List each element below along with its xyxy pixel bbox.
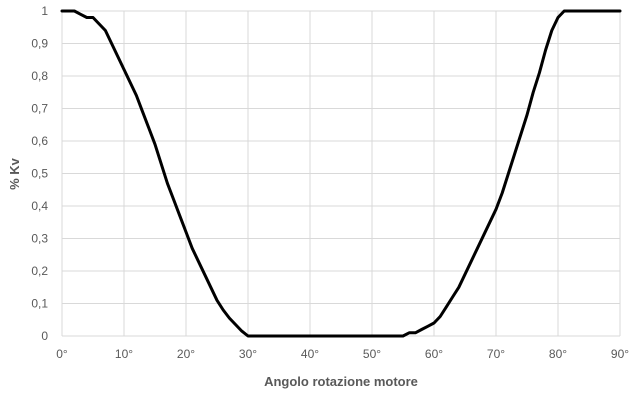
gridlines — [61, 10, 621, 337]
y-tick-label: 0,1 — [31, 297, 48, 311]
y-tick-label: 0,5 — [31, 167, 48, 181]
x-tick-label: 60° — [425, 347, 443, 361]
y-tick-label: 0,2 — [31, 264, 48, 278]
x-axis-title: Angolo rotazione motore — [264, 374, 418, 389]
y-tick-label: 0,8 — [31, 69, 48, 83]
y-tick-label: 0,7 — [31, 102, 48, 116]
y-tick-label: 0,4 — [31, 199, 48, 213]
y-tick-label: 0 — [41, 329, 48, 343]
x-tick-label: 90° — [611, 347, 629, 361]
series-layer — [60, 9, 622, 338]
series-line — [60, 9, 622, 338]
x-tick-label: 0° — [56, 347, 68, 361]
x-tick-label: 20° — [177, 347, 195, 361]
y-tick-label: 1 — [41, 4, 48, 18]
y-tick-label: 0,6 — [31, 134, 48, 148]
y-axis-title: % Kv — [7, 157, 22, 190]
y-tick-label: 0,9 — [31, 37, 48, 51]
x-tick-label: 30° — [239, 347, 257, 361]
x-tick-labels: 0° 10° 20° 30° 40° 50° 60° 70° 80° 90° — [56, 347, 629, 361]
x-tick-label: 10° — [115, 347, 133, 361]
y-tick-label: 0,3 — [31, 232, 48, 246]
y-tick-labels: 0 0,1 0,2 0,3 0,4 0,5 0,6 0,7 0,8 0,9 1 — [31, 4, 48, 343]
x-tick-label: 80° — [549, 347, 567, 361]
x-tick-label: 70° — [487, 347, 505, 361]
x-tick-label: 50° — [363, 347, 381, 361]
x-tick-label: 40° — [301, 347, 319, 361]
